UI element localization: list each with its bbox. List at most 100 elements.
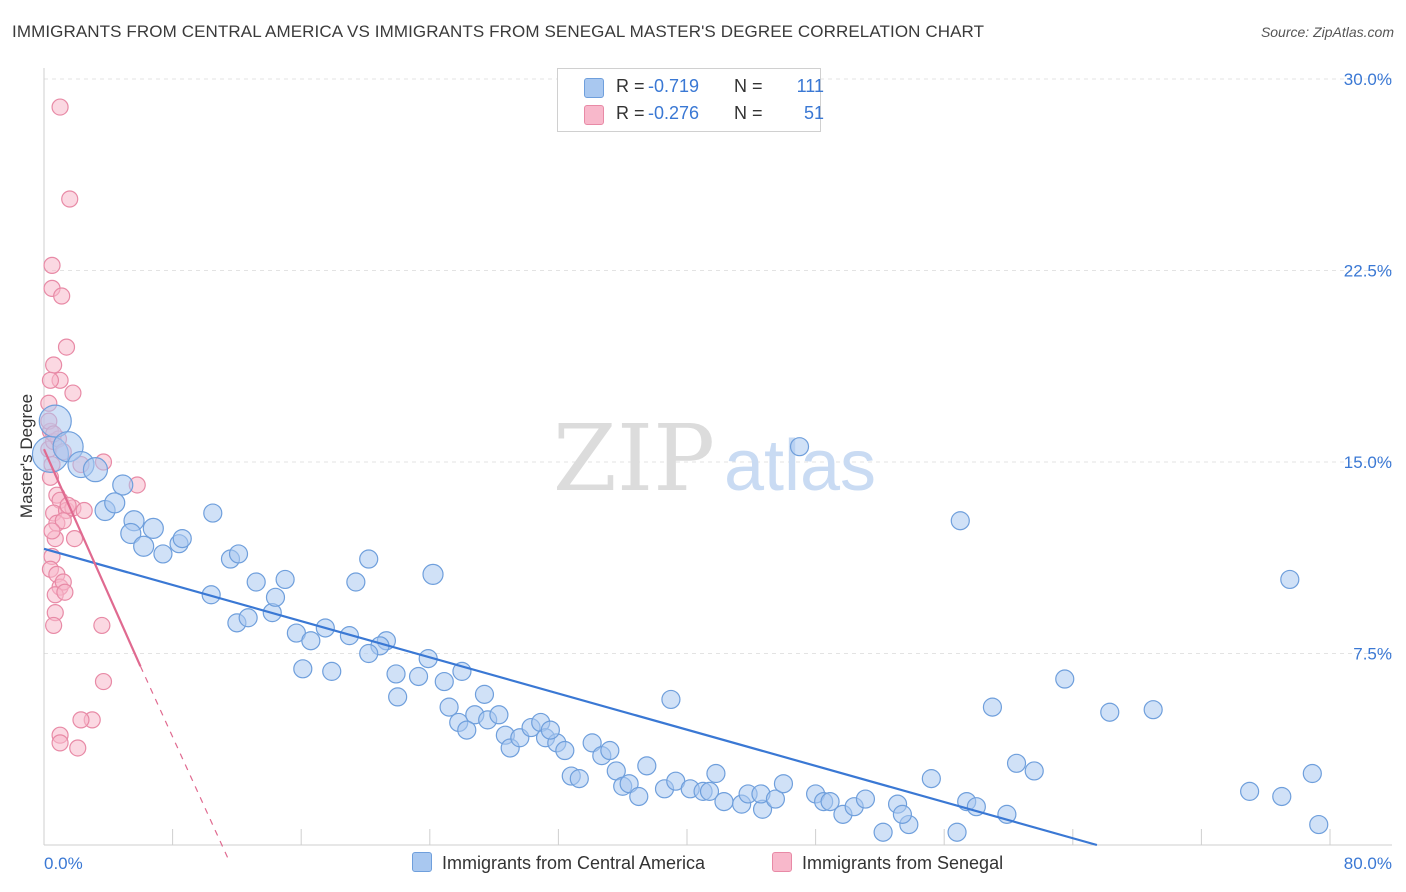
x-tick-label: 80.0% [1344, 854, 1392, 873]
trend-line-senegal [42, 448, 142, 667]
bottom-legend-senegal: Immigrants from Senegal [772, 852, 1003, 874]
data-point-senegal [72, 711, 90, 729]
y-axis-label: Master's Degree [17, 394, 36, 518]
data-point-central-america [629, 786, 649, 807]
data-point-central-america [408, 666, 429, 687]
chart-title: IMMIGRANTS FROM CENTRAL AMERICA VS IMMIG… [12, 22, 985, 41]
legend-n-label: N = [734, 103, 763, 123]
data-point-central-america [1100, 702, 1120, 722]
data-point-central-america [1024, 761, 1044, 781]
x-tick-label: 0.0% [44, 854, 83, 873]
data-point-senegal [45, 616, 63, 635]
data-point-central-america [265, 587, 286, 607]
trend-line-senegal-extrapolated [139, 666, 230, 861]
data-point-central-america [699, 781, 720, 801]
data-point-central-america [322, 661, 342, 681]
trend-lines [42, 448, 1098, 861]
data-point-senegal [57, 338, 76, 356]
axes [43, 68, 1392, 846]
watermark-zip: ZIP [553, 405, 715, 512]
data-point-central-america [439, 697, 459, 717]
data-point-central-america [765, 789, 786, 809]
legend-n-value: 51 [803, 103, 824, 123]
data-point-central-america [1272, 786, 1292, 807]
data-point-central-america [600, 740, 620, 761]
legend-n-label: N = [734, 76, 763, 96]
bottom-legend-central-america: Immigrants from Central America [412, 852, 705, 874]
data-point-central-america [1302, 763, 1322, 784]
legend-swatch-central-america [584, 78, 604, 98]
data-point-central-america [386, 664, 406, 684]
data-point-senegal [51, 98, 69, 116]
tick-labels: 7.5% 15.0% 22.5% 30.0% 0.0% 80.0% [44, 70, 1392, 873]
data-point-senegal [45, 356, 63, 374]
data-point-central-america [133, 535, 155, 557]
stats-legend: R = -0.719 N = 111 R = -0.276 N = 51 [557, 68, 824, 132]
data-point-senegal [53, 287, 71, 305]
data-point-central-america [434, 671, 454, 692]
data-point-senegal [64, 384, 82, 402]
data-point-central-america [873, 822, 893, 842]
data-point-central-america [153, 544, 173, 564]
y-tick-label: 15.0% [1344, 453, 1392, 472]
data-point-central-america [120, 522, 142, 545]
data-point-central-america [422, 563, 444, 585]
grid-lines [44, 78, 1392, 654]
data-point-central-america [950, 511, 970, 531]
legend-swatch-senegal [584, 105, 604, 125]
data-point-central-america [457, 720, 477, 740]
data-point-central-america [966, 797, 986, 817]
data-point-central-america [1240, 781, 1260, 801]
legend-r-value: -0.719 [648, 76, 700, 96]
data-point-senegal [41, 371, 60, 389]
data-point-central-america [301, 631, 321, 651]
data-point-central-america [489, 705, 509, 725]
trend-line-central-america [43, 547, 1098, 847]
legend-r-label: R = [616, 103, 645, 123]
data-point-senegal [61, 190, 79, 208]
data-point-central-america [228, 544, 249, 564]
data-point-central-america [82, 457, 109, 483]
data-point-central-america [947, 822, 967, 842]
data-point-senegal [51, 734, 69, 752]
data-point-central-america [1280, 569, 1300, 590]
y-tick-label: 22.5% [1344, 262, 1392, 281]
source-label: Source: ZipAtlas.com [1260, 24, 1394, 40]
data-point-central-america [637, 756, 657, 776]
data-point-central-america [38, 404, 72, 438]
bottom-legend-swatch [772, 852, 792, 872]
data-point-central-america [789, 437, 810, 457]
data-point-central-america [773, 774, 794, 794]
data-point-central-america [359, 549, 379, 569]
data-point-central-america [388, 687, 408, 707]
data-point-central-america [1055, 669, 1075, 689]
data-point-senegal [75, 501, 93, 520]
data-point-central-america [359, 643, 379, 664]
data-point-central-america [1309, 814, 1329, 835]
data-point-central-america [921, 769, 941, 789]
legend-r-value: -0.276 [648, 103, 700, 123]
data-point-central-america [346, 572, 366, 592]
data-point-central-america [619, 774, 639, 794]
data-point-central-america [555, 740, 575, 761]
data-point-central-america [1143, 700, 1163, 720]
data-point-central-america [203, 503, 223, 523]
data-point-central-america [238, 608, 258, 628]
data-point-central-america [540, 720, 560, 740]
bottom-legend-label: Immigrants from Senegal [802, 853, 1004, 873]
data-point-central-america [142, 517, 164, 539]
data-point-senegal [54, 512, 72, 530]
data-point-central-america [706, 763, 726, 784]
bottom-legend-swatch [412, 852, 432, 872]
y-tick-label: 30.0% [1344, 70, 1392, 89]
data-point-central-america [982, 697, 1003, 717]
data-point-senegal [43, 522, 61, 540]
y-tick-label: 7.5% [1353, 645, 1392, 664]
data-point-central-america [1006, 753, 1027, 773]
data-point-central-america [582, 733, 602, 753]
data-point-senegal [94, 672, 113, 691]
data-point-central-america [569, 769, 589, 789]
data-point-central-america [112, 474, 134, 496]
data-point-central-america [714, 791, 734, 812]
